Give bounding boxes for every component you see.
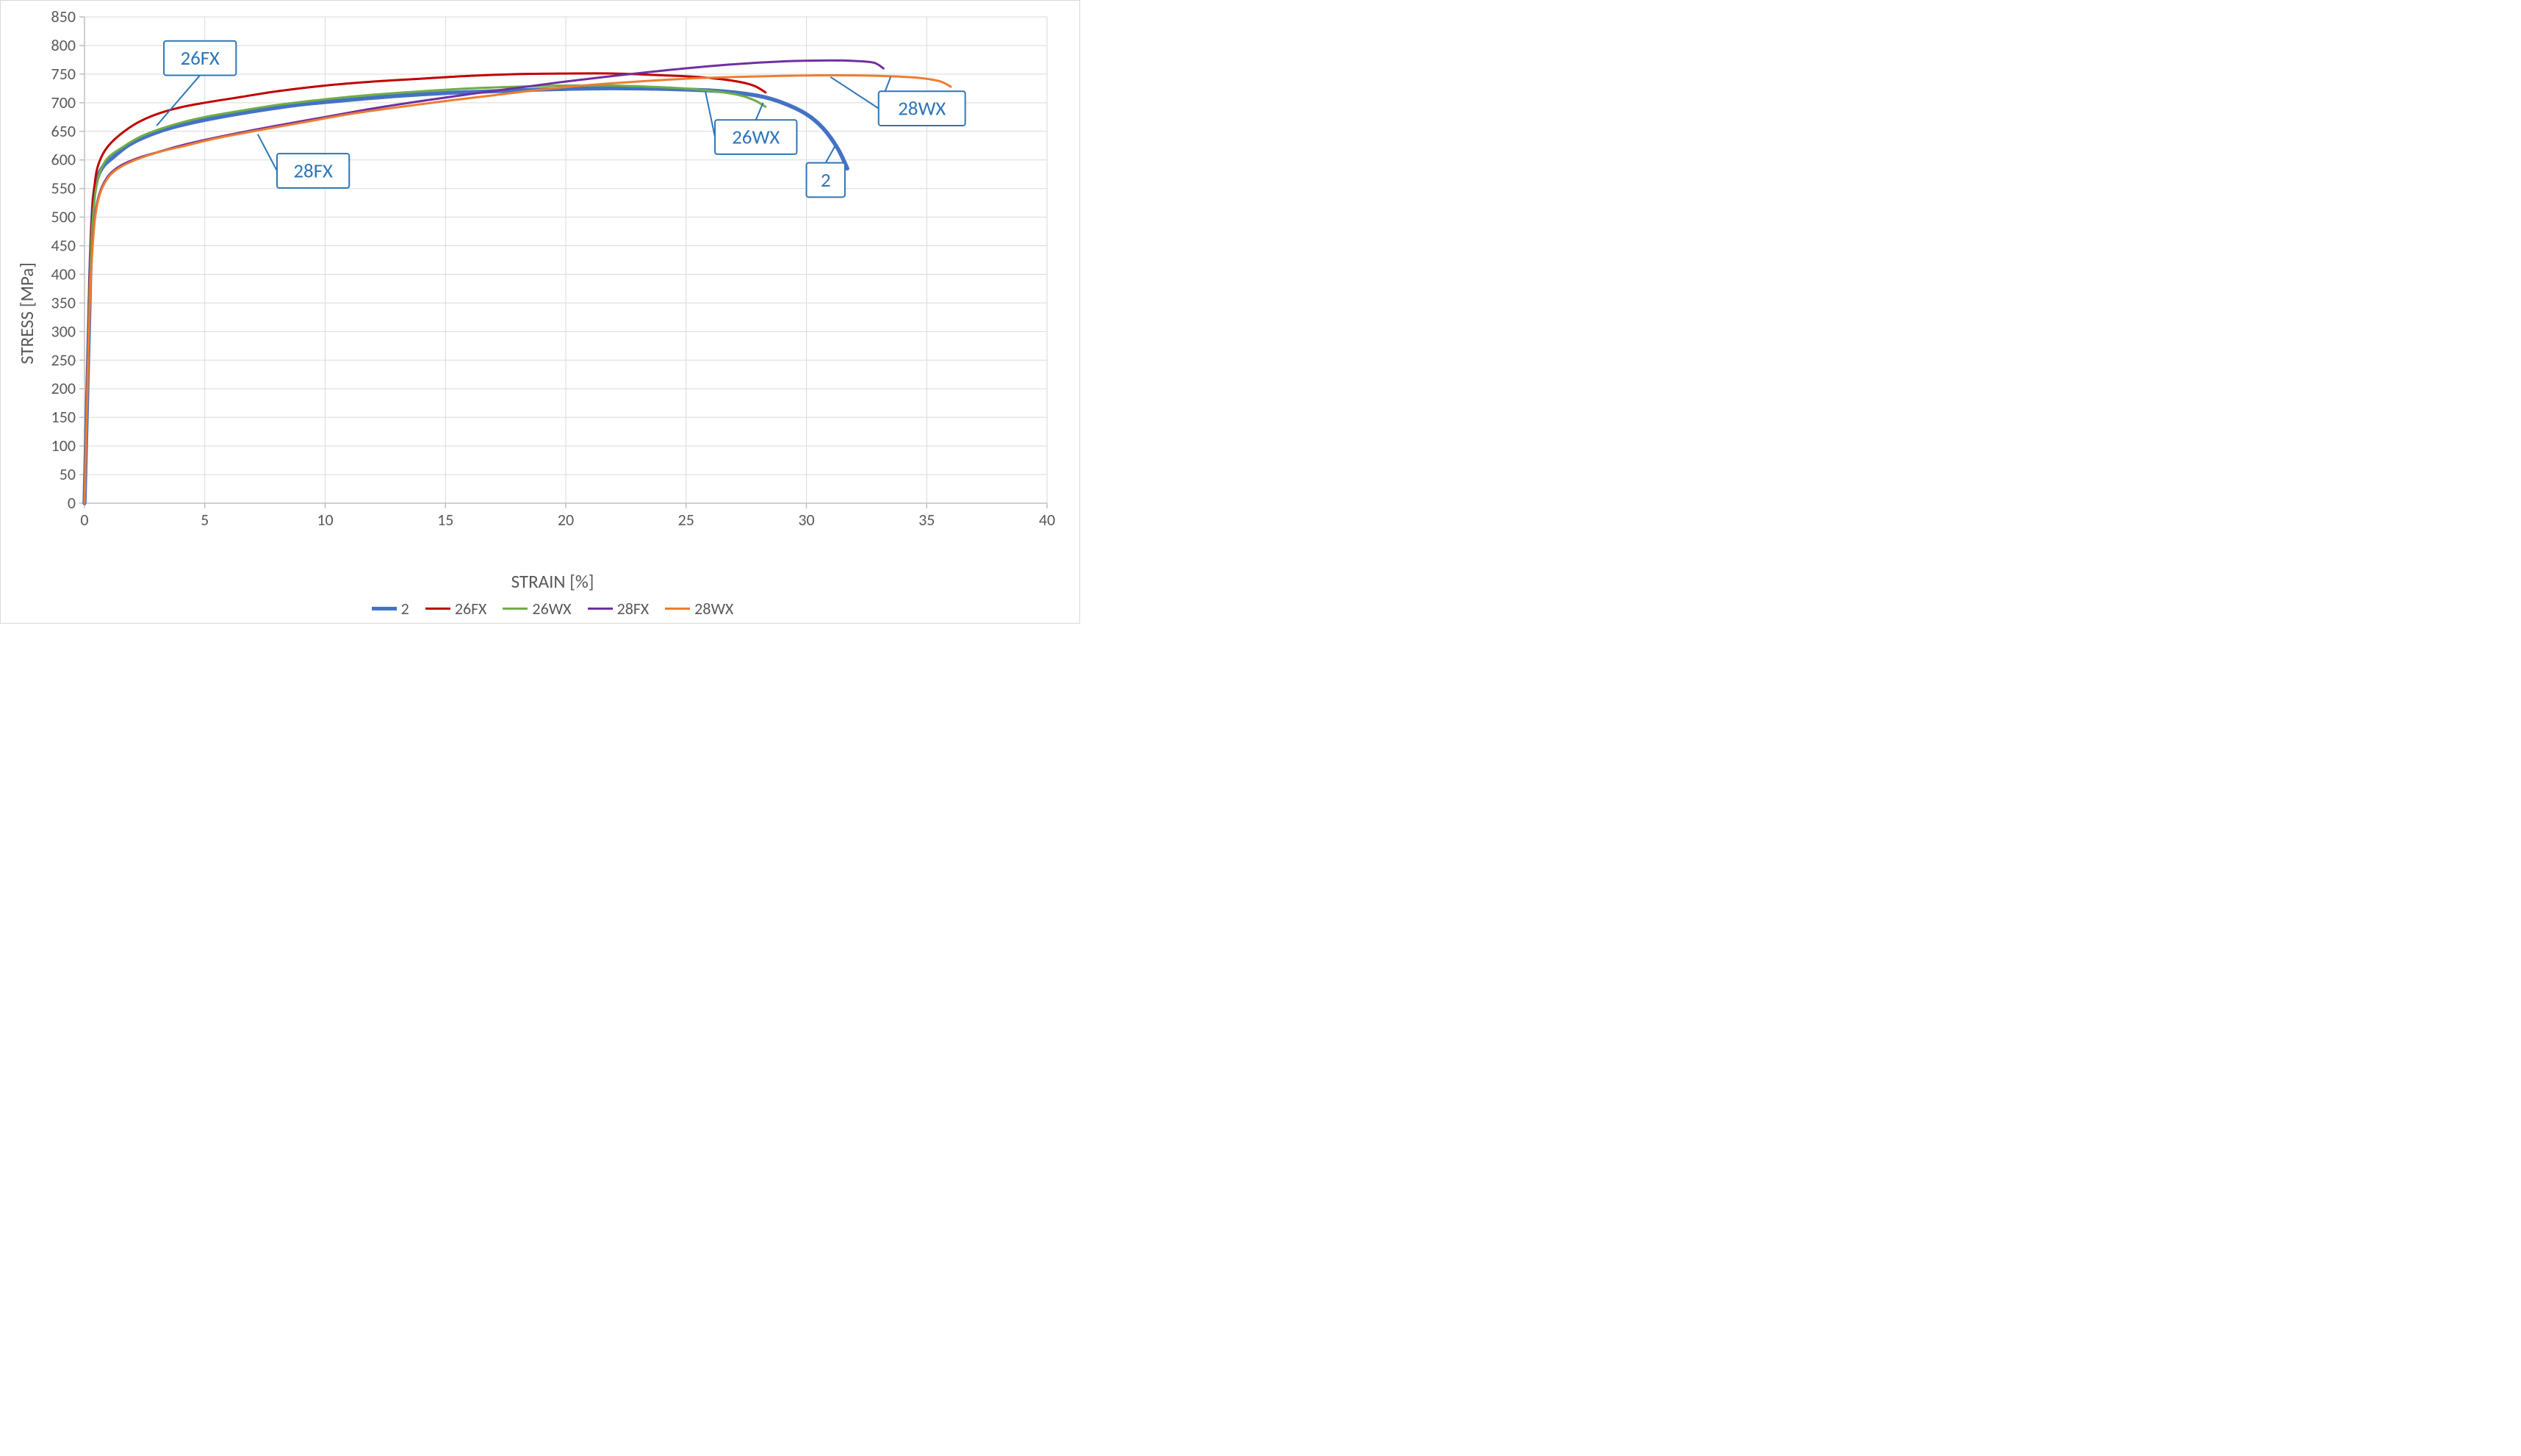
callout-label: 26FX <box>180 46 220 71</box>
y-tick-label: 300 <box>51 321 76 341</box>
x-tick-label: 5 <box>201 510 209 530</box>
legend-item-26WX: 26WX <box>503 599 571 619</box>
x-axis-title: STRAIN [%] <box>39 570 1066 593</box>
legend-swatch <box>503 608 528 610</box>
legend-label: 28WX <box>694 599 733 619</box>
plot-area: 0510152025303540050100150200250300350400… <box>39 8 1066 569</box>
y-tick-label: 550 <box>51 179 76 198</box>
callout-label: 2 <box>821 168 831 192</box>
legend: 2 26FX 26WX 28FX 28WX <box>39 593 1066 619</box>
y-tick-label: 0 <box>68 493 76 513</box>
legend-swatch <box>425 608 450 610</box>
y-tick-label: 450 <box>51 236 76 256</box>
y-tick-label: 150 <box>51 407 76 427</box>
x-tick-label: 25 <box>678 510 694 530</box>
x-tick-label: 0 <box>80 510 88 530</box>
legend-item-28WX: 28WX <box>665 599 733 619</box>
y-tick-label: 850 <box>51 8 76 26</box>
x-tick-label: 15 <box>437 510 453 530</box>
y-tick-label: 200 <box>51 378 76 398</box>
y-tick-label: 600 <box>51 150 76 170</box>
legend-swatch <box>588 608 613 610</box>
y-tick-label: 400 <box>51 264 76 284</box>
legend-label: 28FX <box>617 599 650 619</box>
x-tick-label: 20 <box>558 510 574 530</box>
y-axis-title-wrap: STRESS [MPa] <box>14 8 39 619</box>
legend-item-26FX: 26FX <box>425 599 487 619</box>
legend-swatch <box>372 607 397 611</box>
plot-with-legend: 0510152025303540050100150200250300350400… <box>39 8 1066 619</box>
legend-swatch <box>665 608 690 610</box>
y-axis-title: STRESS [MPa] <box>15 262 38 364</box>
chart-body: STRESS [MPa] 051015202530354005010015020… <box>14 8 1066 619</box>
y-tick-label: 750 <box>51 64 76 84</box>
y-tick-label: 800 <box>51 35 76 55</box>
chart-frame: STRESS [MPa] 051015202530354005010015020… <box>0 0 1080 624</box>
x-tick-label: 10 <box>317 510 333 530</box>
callout-label: 28FX <box>293 159 333 184</box>
plot-row: STRESS [MPa] 051015202530354005010015020… <box>14 8 1066 619</box>
callout-label: 28WX <box>898 97 946 121</box>
y-tick-label: 350 <box>51 292 76 312</box>
x-tick-label: 30 <box>798 510 814 530</box>
y-tick-label: 100 <box>51 436 76 455</box>
x-tick-label: 40 <box>1039 510 1055 530</box>
legend-label: 2 <box>401 599 409 619</box>
y-tick-label: 700 <box>51 93 76 112</box>
y-tick-label: 50 <box>60 464 76 484</box>
stress-strain-chart: 0510152025303540050100150200250300350400… <box>39 8 1060 537</box>
legend-label: 26FX <box>455 599 487 619</box>
y-tick-label: 250 <box>51 350 76 370</box>
y-tick-label: 650 <box>51 121 76 141</box>
y-tick-label: 500 <box>51 207 76 227</box>
callout-label: 26WX <box>732 126 780 150</box>
legend-item-2: 2 <box>372 599 409 619</box>
x-tick-label: 35 <box>918 510 935 530</box>
legend-label: 26WX <box>532 599 571 619</box>
legend-item-28FX: 28FX <box>588 599 650 619</box>
